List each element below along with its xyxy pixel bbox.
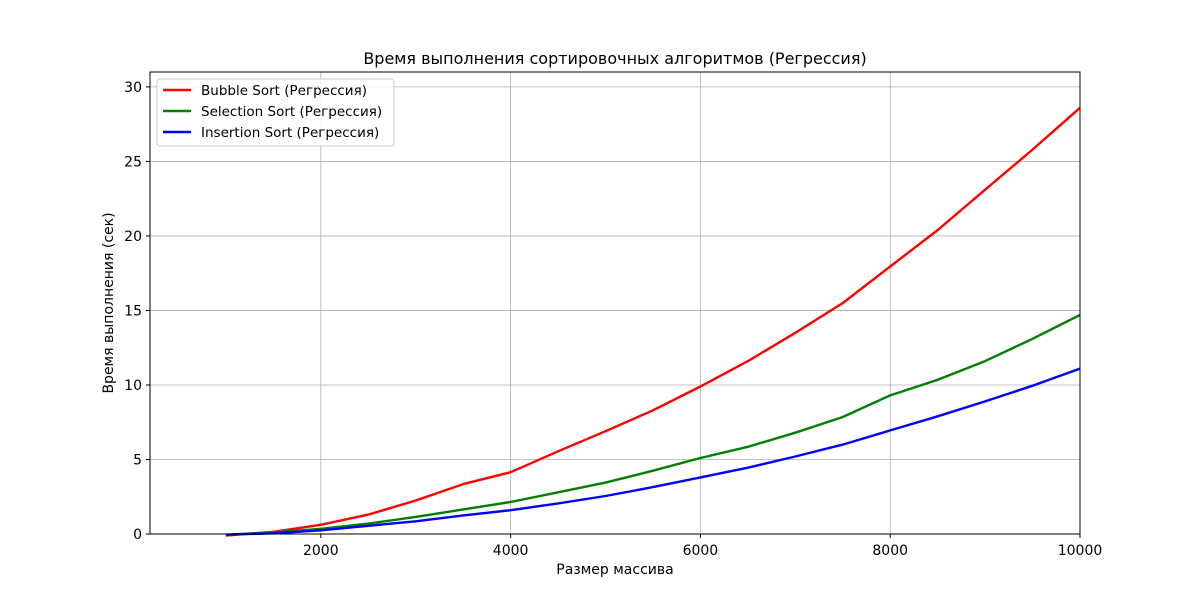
x-axis-label: Размер массива	[556, 562, 673, 578]
y-tick-label: 20	[124, 229, 142, 245]
x-tick-label: 4000	[493, 543, 529, 559]
y-axis-label: Время выполнения (сек)	[101, 212, 117, 393]
axis-ticks: 2000 4000 6000 8000 10000 0 5 10 15 20 25 30	[124, 80, 1102, 559]
legend: Bubble Sort (Регрессия) Selection Sort (Р…	[156, 78, 395, 147]
chart-title: Время выполнения сортировочных алгоритмо…	[363, 49, 866, 68]
y-tick-label: 30	[124, 80, 142, 96]
legend-label: Bubble Sort (Регрессия)	[201, 83, 367, 99]
plot-frame	[149, 71, 1081, 535]
y-tick-label: 0	[133, 527, 142, 543]
x-tick-label: 2000	[303, 543, 339, 559]
legend-box	[156, 78, 395, 147]
legend-label: Selection Sort (Регрессия)	[201, 104, 382, 120]
gridlines	[150, 72, 1081, 535]
x-tick-label: 6000	[683, 543, 719, 559]
series-line	[225, 313, 1081, 536]
y-tick-label: 5	[133, 452, 142, 468]
y-tick-label: 10	[124, 378, 142, 394]
series-line	[225, 367, 1081, 536]
x-tick-label: 8000	[872, 543, 908, 559]
legend-label: Insertion Sort (Регрессия)	[201, 125, 379, 141]
y-tick-label: 15	[124, 303, 142, 319]
series-line	[225, 106, 1081, 537]
x-tick-label: 10000	[1058, 543, 1103, 559]
series-lines	[225, 106, 1081, 537]
y-tick-label: 25	[124, 154, 142, 170]
